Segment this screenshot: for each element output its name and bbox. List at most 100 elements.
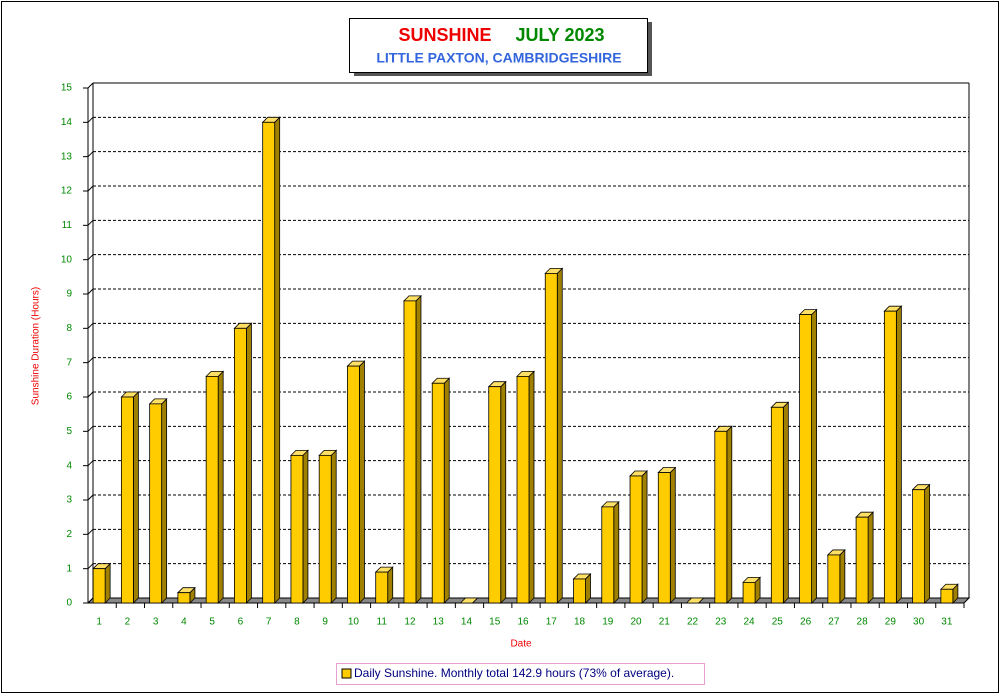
bar — [940, 588, 954, 604]
bar-side — [669, 466, 676, 604]
bar — [347, 365, 360, 604]
x-tick-label: 6 — [238, 617, 244, 628]
diag-tick — [87, 322, 94, 329]
bar — [149, 403, 163, 604]
bar-side — [528, 370, 535, 604]
bar-side — [895, 305, 902, 604]
diag-tick — [87, 597, 94, 604]
x-tick-label: 7 — [266, 617, 272, 628]
bar — [262, 121, 276, 604]
legend-label: Daily Sunshine. Monthly total 142.9 hour… — [354, 666, 674, 680]
diag-tick — [87, 151, 94, 158]
x-tick-label: 25 — [772, 617, 784, 628]
x-tick-label: 24 — [744, 617, 756, 628]
chart-subtitle: LITTLE PAXTON, CAMBRIDGESHIRE — [376, 50, 621, 66]
bar-side — [782, 401, 789, 604]
bar — [234, 327, 247, 604]
bar — [714, 430, 728, 604]
bar — [403, 300, 417, 604]
x-tick-label: 16 — [517, 617, 529, 628]
bar-side — [443, 377, 450, 604]
x-tick-label: 12 — [404, 617, 416, 628]
diag-tick — [87, 460, 94, 467]
bar-side — [217, 370, 224, 604]
y-tick-label: 6 — [66, 392, 72, 403]
title-box — [349, 18, 648, 73]
chart-period: JULY 2023 — [515, 25, 604, 45]
diag-tick — [87, 391, 94, 398]
bar — [601, 506, 615, 604]
x-tick-label: 17 — [546, 617, 558, 628]
bar-side — [839, 548, 846, 604]
x-tick-label: 3 — [153, 617, 159, 628]
diag-tick — [87, 357, 94, 364]
bar-side — [641, 470, 648, 604]
diag-tick — [87, 219, 94, 226]
bar — [544, 272, 558, 604]
diag-tick — [87, 185, 94, 192]
bar-side — [161, 397, 168, 604]
x-tick-label: 21 — [659, 617, 671, 628]
diag-tick — [87, 528, 94, 535]
x-tick-label: 13 — [433, 617, 445, 628]
bar-side — [556, 267, 563, 604]
bar — [742, 582, 756, 604]
y-tick-label: 11 — [62, 220, 73, 231]
x-tick-label: 1 — [96, 617, 102, 628]
y-tick-label: 9 — [66, 289, 72, 300]
bar-side — [302, 449, 309, 604]
y-axis-label: Sunshine Duration (Hours) — [31, 287, 42, 405]
x-tick-label: 30 — [913, 617, 925, 628]
x-tick-label: 28 — [857, 617, 869, 628]
x-tick-label: 8 — [294, 617, 300, 628]
bar — [488, 386, 502, 604]
bar-side — [500, 380, 507, 604]
bar — [375, 571, 389, 604]
bar — [120, 396, 134, 604]
bar — [855, 516, 869, 604]
x-tick-label: 18 — [574, 617, 586, 628]
y-tick-label: 7 — [66, 357, 72, 368]
bar — [657, 472, 671, 604]
y-tick-label: 2 — [66, 529, 72, 540]
x-tick-label: 14 — [461, 617, 473, 628]
y-tick-label: 12 — [61, 186, 73, 197]
x-tick-label: 2 — [125, 617, 131, 628]
x-axis-label: Date — [510, 639, 532, 650]
x-tick-label: 29 — [885, 617, 897, 628]
bar — [883, 310, 897, 604]
bar-top — [685, 597, 705, 604]
bar — [516, 375, 530, 604]
bar-side — [811, 308, 817, 604]
bar — [912, 489, 926, 604]
bar-side — [415, 294, 422, 604]
bar-side — [246, 322, 252, 604]
legend-swatch — [341, 668, 352, 679]
x-tick-label: 23 — [715, 617, 727, 628]
diag-tick — [87, 254, 94, 261]
bar-side — [274, 116, 281, 604]
bar-side — [359, 360, 365, 604]
y-tick-label: 4 — [66, 460, 72, 471]
bar — [177, 592, 191, 604]
y-tick-label: 15 — [61, 83, 73, 94]
x-tick-label: 22 — [687, 617, 699, 628]
x-tick-label: 27 — [828, 617, 840, 628]
y-tick-label: 8 — [66, 323, 72, 334]
bar — [629, 475, 643, 604]
x-tick-label: 9 — [322, 617, 328, 628]
y-tick-label: 14 — [61, 117, 73, 128]
bar — [799, 314, 812, 604]
x-tick-label: 19 — [602, 617, 614, 628]
diag-tick — [87, 288, 94, 295]
bar-side — [387, 566, 394, 604]
x-tick-label: 15 — [489, 617, 501, 628]
bar-side — [726, 425, 733, 604]
diag-tick — [87, 494, 94, 501]
legend-box — [336, 663, 705, 685]
x-tick-label: 10 — [348, 617, 360, 628]
x-tick-label: 20 — [630, 617, 642, 628]
y-tick-label: 5 — [66, 426, 72, 437]
y-tick-label: 1 — [66, 563, 72, 574]
